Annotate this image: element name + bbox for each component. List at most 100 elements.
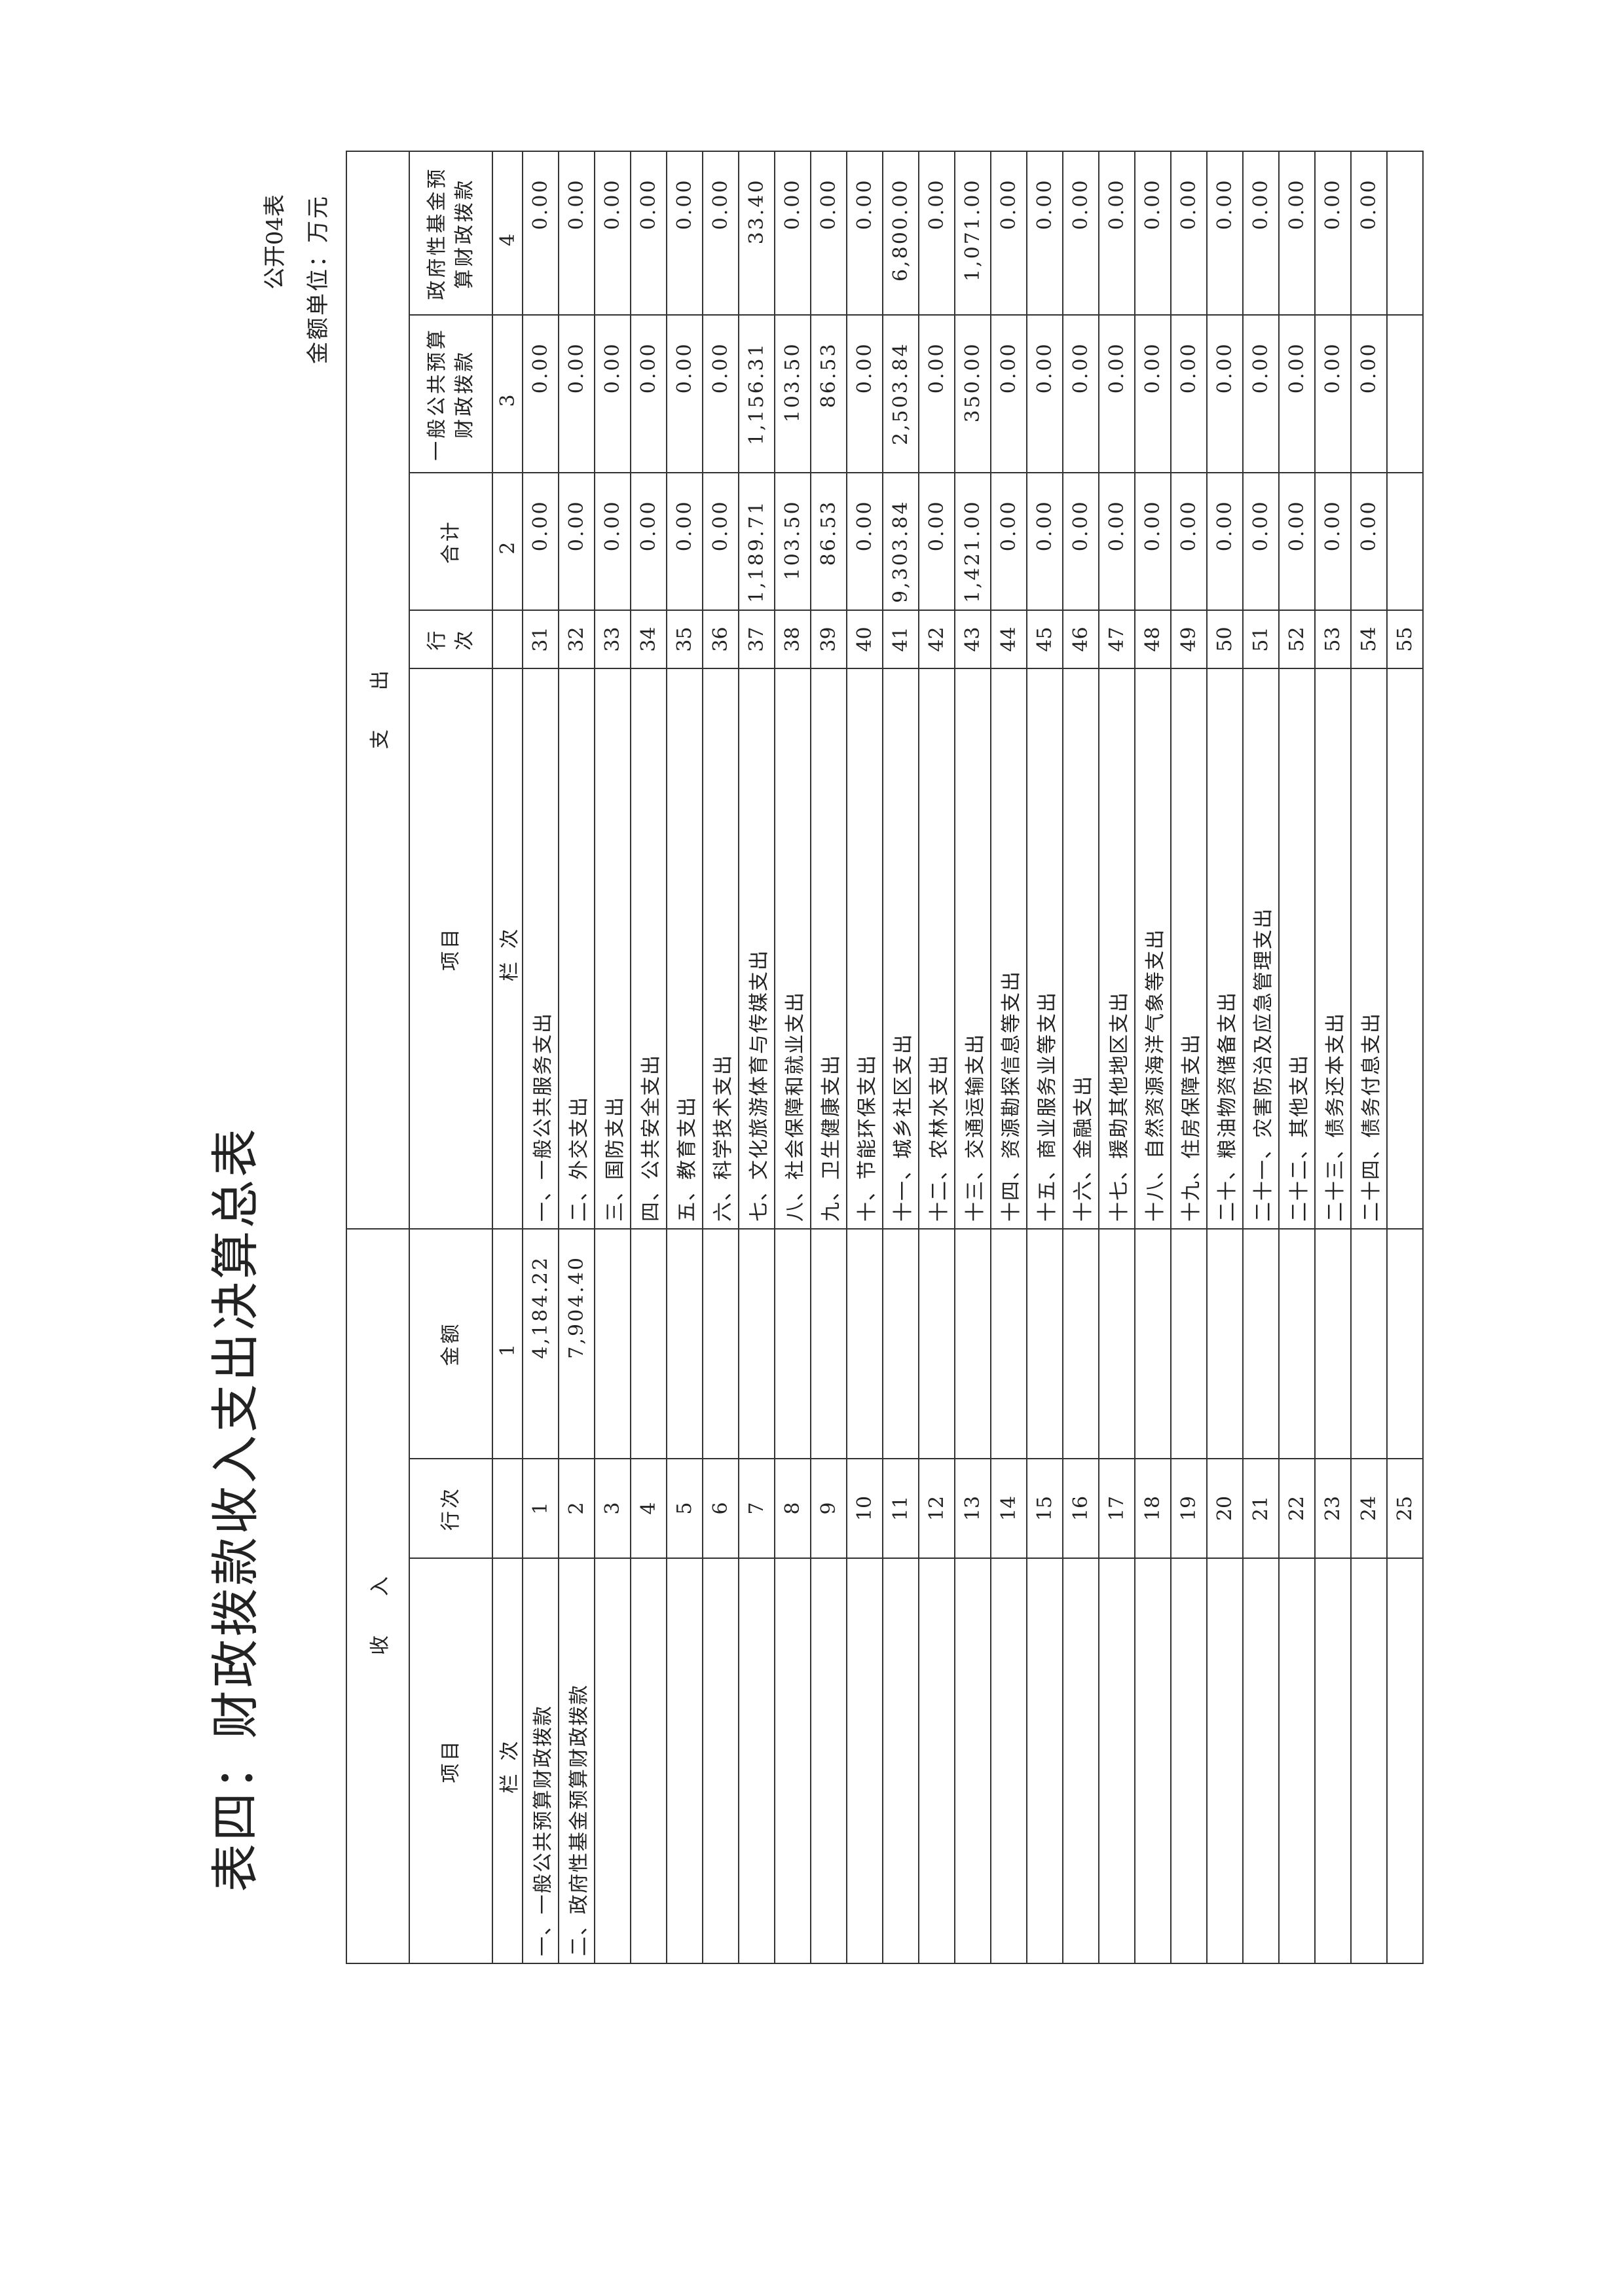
cell (1279, 1229, 1315, 1459)
cell: 十五、商业服务业等支出 (1027, 668, 1063, 1229)
cell (1027, 1558, 1063, 1963)
cell: 0.00 (1135, 473, 1171, 610)
cell: 0.00 (1135, 151, 1171, 316)
data-row: 18 十八、自然资源海洋气象等支出 48 0.00 0.00 0.00 (1135, 151, 1171, 1963)
cell: 一、一般公共服务支出 (523, 668, 559, 1229)
data-row: 14 十四、资源勘探信息等支出 44 0.00 0.00 0.00 (991, 151, 1027, 1963)
cell: 1,071.00 (955, 151, 991, 316)
cell: 0.00 (1063, 315, 1099, 473)
cell (1063, 1229, 1099, 1459)
cell (1171, 1229, 1207, 1459)
column-row: 项目 行次 金额 项目 行次 合计 一般公共预算财政拨款 政府性基金预算财政拨款 (409, 151, 492, 1963)
cell (1135, 1558, 1171, 1963)
cell: 40 (847, 610, 883, 668)
data-row: 3 三、国防支出 33 0.00 0.00 0.00 (595, 151, 631, 1963)
cell: 39 (811, 610, 847, 668)
cell: 十七、援助其他地区支出 (1099, 668, 1135, 1229)
cell: 36 (703, 610, 739, 668)
cell: 33 (595, 610, 631, 668)
cell: 42 (919, 610, 955, 668)
cell: 十、节能环保支出 (847, 668, 883, 1229)
cell: 二十四、债务付息支出 (1351, 668, 1387, 1229)
data-row: 16 十六、金融支出 46 0.00 0.00 0.00 (1063, 151, 1099, 1963)
cell: 0.00 (1207, 315, 1243, 473)
cell (667, 1558, 703, 1963)
cell: 350.00 (955, 315, 991, 473)
cell: 44 (991, 610, 1027, 668)
column-number: 3 (492, 315, 523, 473)
cell (847, 1229, 883, 1459)
cell: 13 (955, 1459, 991, 1558)
column-header: 政府性基金预算财政拨款 (409, 151, 492, 316)
cell: 十六、金融支出 (1063, 668, 1099, 1229)
data-row: 11 十一、城乡社区支出 41 9,303.84 2,503.84 6,800.00 (883, 151, 919, 1963)
column-header: 项目 (409, 668, 492, 1229)
data-row: 17 十七、援助其他地区支出 47 0.00 0.00 0.00 (1099, 151, 1135, 1963)
cell (775, 1558, 811, 1963)
cell (919, 1558, 955, 1963)
cell (739, 1558, 775, 1963)
unit: 金额单位：万元 (305, 194, 331, 364)
cell: 0.00 (1351, 315, 1387, 473)
data-row: 7 七、文化旅游体育与传媒支出 37 1,189.71 1,156.31 33.40 (739, 151, 775, 1963)
cell: 0.00 (1315, 315, 1351, 473)
cell (1387, 1229, 1423, 1459)
cell: 47 (1099, 610, 1135, 668)
cell: 55 (1387, 610, 1423, 668)
data-row: 19 十九、住房保障支出 49 0.00 0.00 0.00 (1171, 151, 1207, 1963)
cell: 0.00 (1171, 151, 1207, 316)
cell: 25 (1387, 1459, 1423, 1558)
cell: 103.50 (775, 473, 811, 610)
cell (955, 1229, 991, 1459)
cell: 0.00 (847, 315, 883, 473)
cell: 16 (1063, 1459, 1099, 1558)
data-row: 8 八、社会保障和就业支出 38 103.50 103.50 0.00 (775, 151, 811, 1963)
data-row: 23 二十三、债务还本支出 53 0.00 0.00 0.00 (1315, 151, 1351, 1963)
data-row: 15 十五、商业服务业等支出 45 0.00 0.00 0.00 (1027, 151, 1063, 1963)
cell: 6,800.00 (883, 151, 919, 316)
cell: 53 (1315, 610, 1351, 668)
column-number-row: 栏次 1 栏次 2 3 4 (492, 151, 523, 1963)
column-header: 一般公共预算财政拨款 (409, 315, 492, 473)
cell: 十二、农林水支出 (919, 668, 955, 1229)
cell (811, 1558, 847, 1963)
cell: 32 (559, 610, 595, 668)
cell: 0.00 (919, 151, 955, 316)
column-header: 合计 (409, 473, 492, 610)
cell: 52 (1279, 610, 1315, 668)
expense-header: 支出 (346, 151, 409, 1229)
cell: 六、科学技术支出 (703, 668, 739, 1229)
data-row: 24 二十四、债务付息支出 54 0.00 0.00 0.00 (1351, 151, 1387, 1963)
cell: 23 (1315, 1459, 1351, 1558)
cell: 2,503.84 (883, 315, 919, 473)
cell: 0.00 (1315, 151, 1351, 316)
cell: 0.00 (1171, 473, 1207, 610)
cell: 十一、城乡社区支出 (883, 668, 919, 1229)
cell: 0.00 (595, 473, 631, 610)
data-row: 4 四、公共安全支出 34 0.00 0.00 0.00 (631, 151, 667, 1963)
cell (883, 1558, 919, 1963)
cell: 19 (1171, 1459, 1207, 1558)
cell (1387, 473, 1423, 610)
budget-table: 收入 支出 项目 行次 金额 项目 行次 合计 一般公共预算财政拨款 政府性基金预算财政拨款 栏次 1… (346, 151, 1424, 1964)
cell (1315, 1229, 1351, 1459)
cell: 8 (775, 1459, 811, 1558)
cell: 0.00 (667, 473, 703, 610)
cell: 9 (811, 1459, 847, 1558)
cell: 0.00 (1027, 151, 1063, 316)
cell: 0.00 (559, 315, 595, 473)
cell: 七、文化旅游体育与传媒支出 (739, 668, 775, 1229)
cell: 二、外交支出 (559, 668, 595, 1229)
cell (775, 1229, 811, 1459)
cell: 0.00 (1171, 315, 1207, 473)
cell: 0.00 (559, 151, 595, 316)
cell (595, 1229, 631, 1459)
column-header: 项目 (409, 1558, 492, 1963)
cell: 0.00 (1351, 473, 1387, 610)
cell: 0.00 (667, 315, 703, 473)
cell: 20 (1207, 1459, 1243, 1558)
cell: 0.00 (1027, 315, 1063, 473)
header-row: 收入 支出 (346, 151, 409, 1963)
data-row: 25 55 (1387, 151, 1423, 1963)
cell: 0.00 (1099, 473, 1135, 610)
